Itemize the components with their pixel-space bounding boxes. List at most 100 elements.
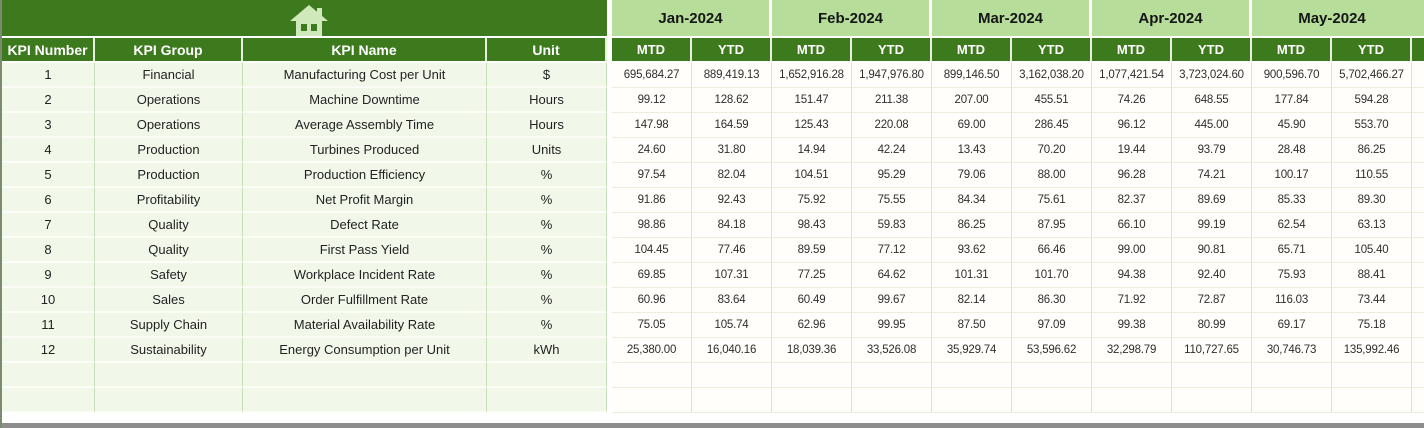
cell-partial[interactable] — [1412, 363, 1424, 388]
cell-unit[interactable] — [487, 388, 607, 413]
cell-may-2024-ytd[interactable] — [1332, 388, 1412, 413]
cell-mar-2024-mtd[interactable]: 93.62 — [932, 238, 1012, 263]
cell-apr-2024-ytd[interactable]: 93.79 — [1172, 138, 1252, 163]
cell-apr-2024-ytd[interactable]: 89.69 — [1172, 188, 1252, 213]
cell-jan-2024-ytd[interactable]: 105.74 — [692, 313, 772, 338]
cell-mar-2024-ytd[interactable]: 66.46 — [1012, 238, 1092, 263]
cell-apr-2024-ytd[interactable]: 74.21 — [1172, 163, 1252, 188]
cell-jan-2024-mtd[interactable]: 25,380.00 — [612, 338, 692, 363]
cell-feb-2024-mtd[interactable] — [772, 388, 852, 413]
cell-kpi-number[interactable]: 7 — [2, 213, 95, 238]
cell-apr-2024-mtd[interactable]: 71.92 — [1092, 288, 1172, 313]
cell-jan-2024-mtd[interactable]: 97.54 — [612, 163, 692, 188]
cell-may-2024-mtd[interactable] — [1252, 363, 1332, 388]
cell-feb-2024-mtd[interactable]: 62.96 — [772, 313, 852, 338]
cell-feb-2024-ytd[interactable]: 99.95 — [852, 313, 932, 338]
cell-partial[interactable] — [1412, 138, 1424, 163]
cell-apr-2024-mtd[interactable]: 96.12 — [1092, 113, 1172, 138]
cell-jan-2024-mtd[interactable]: 75.05 — [612, 313, 692, 338]
cell-partial[interactable] — [1412, 263, 1424, 288]
cell-apr-2024-ytd[interactable]: 92.40 — [1172, 263, 1252, 288]
cell-feb-2024-ytd[interactable] — [852, 388, 932, 413]
cell-kpi-name[interactable]: Order Fulfillment Rate — [243, 288, 487, 313]
cell-kpi-number[interactable]: 6 — [2, 188, 95, 213]
cell-jan-2024-mtd[interactable]: 60.96 — [612, 288, 692, 313]
cell-mar-2024-mtd[interactable]: 207.00 — [932, 88, 1012, 113]
cell-unit[interactable]: Hours — [487, 113, 607, 138]
cell-kpi-name[interactable]: Workplace Incident Rate — [243, 263, 487, 288]
cell-jan-2024-ytd[interactable]: 83.64 — [692, 288, 772, 313]
cell-feb-2024-ytd[interactable]: 77.12 — [852, 238, 932, 263]
cell-may-2024-mtd[interactable]: 100.17 — [1252, 163, 1332, 188]
cell-apr-2024-ytd[interactable]: 99.19 — [1172, 213, 1252, 238]
cell-jan-2024-mtd[interactable] — [612, 363, 692, 388]
cell-feb-2024-mtd[interactable]: 151.47 — [772, 88, 852, 113]
cell-jan-2024-ytd[interactable]: 82.04 — [692, 163, 772, 188]
cell-apr-2024-mtd[interactable] — [1092, 388, 1172, 413]
cell-kpi-group[interactable]: Operations — [95, 113, 243, 138]
cell-feb-2024-mtd[interactable]: 18,039.36 — [772, 338, 852, 363]
cell-unit[interactable]: % — [487, 263, 607, 288]
cell-may-2024-mtd[interactable]: 69.17 — [1252, 313, 1332, 338]
cell-unit[interactable]: Hours — [487, 88, 607, 113]
cell-mar-2024-ytd[interactable]: 53,596.62 — [1012, 338, 1092, 363]
cell-kpi-group[interactable] — [95, 388, 243, 413]
cell-may-2024-ytd[interactable]: 5,702,466.27 — [1332, 63, 1412, 88]
cell-kpi-name[interactable]: Machine Downtime — [243, 88, 487, 113]
cell-apr-2024-mtd[interactable]: 96.28 — [1092, 163, 1172, 188]
cell-feb-2024-mtd[interactable]: 125.43 — [772, 113, 852, 138]
cell-feb-2024-mtd[interactable] — [772, 363, 852, 388]
cell-kpi-number[interactable]: 8 — [2, 238, 95, 263]
cell-may-2024-ytd[interactable]: 86.25 — [1332, 138, 1412, 163]
cell-kpi-group[interactable]: Supply Chain — [95, 313, 243, 338]
cell-mar-2024-mtd[interactable]: 35,929.74 — [932, 338, 1012, 363]
cell-jan-2024-ytd[interactable]: 92.43 — [692, 188, 772, 213]
cell-apr-2024-ytd[interactable] — [1172, 363, 1252, 388]
cell-kpi-group[interactable]: Financial — [95, 63, 243, 88]
cell-jan-2024-ytd[interactable]: 84.18 — [692, 213, 772, 238]
cell-kpi-name[interactable]: First Pass Yield — [243, 238, 487, 263]
cell-may-2024-ytd[interactable]: 75.18 — [1332, 313, 1412, 338]
cell-may-2024-ytd[interactable]: 89.30 — [1332, 188, 1412, 213]
cell-kpi-group[interactable]: Quality — [95, 238, 243, 263]
cell-apr-2024-mtd[interactable]: 1,077,421.54 — [1092, 63, 1172, 88]
cell-feb-2024-ytd[interactable] — [852, 363, 932, 388]
cell-partial[interactable] — [1412, 113, 1424, 138]
cell-mar-2024-ytd[interactable]: 97.09 — [1012, 313, 1092, 338]
cell-mar-2024-ytd[interactable]: 87.95 — [1012, 213, 1092, 238]
cell-mar-2024-ytd[interactable]: 455.51 — [1012, 88, 1092, 113]
cell-mar-2024-ytd[interactable]: 75.61 — [1012, 188, 1092, 213]
cell-mar-2024-mtd[interactable]: 87.50 — [932, 313, 1012, 338]
cell-feb-2024-ytd[interactable]: 33,526.08 — [852, 338, 932, 363]
cell-feb-2024-ytd[interactable]: 64.62 — [852, 263, 932, 288]
cell-jan-2024-mtd[interactable]: 91.86 — [612, 188, 692, 213]
cell-kpi-number[interactable]: 4 — [2, 138, 95, 163]
cell-unit[interactable]: $ — [487, 63, 607, 88]
cell-apr-2024-mtd[interactable]: 99.00 — [1092, 238, 1172, 263]
cell-kpi-number[interactable]: 11 — [2, 313, 95, 338]
cell-feb-2024-ytd[interactable]: 220.08 — [852, 113, 932, 138]
cell-unit[interactable]: % — [487, 188, 607, 213]
cell-kpi-number[interactable]: 5 — [2, 163, 95, 188]
cell-kpi-name[interactable]: Turbines Produced — [243, 138, 487, 163]
cell-jan-2024-ytd[interactable] — [692, 388, 772, 413]
cell-apr-2024-ytd[interactable]: 445.00 — [1172, 113, 1252, 138]
cell-partial[interactable] — [1412, 388, 1424, 413]
cell-apr-2024-mtd[interactable]: 94.38 — [1092, 263, 1172, 288]
cell-partial[interactable] — [1412, 238, 1424, 263]
cell-mar-2024-ytd[interactable]: 88.00 — [1012, 163, 1092, 188]
cell-kpi-number[interactable] — [2, 388, 95, 413]
cell-jan-2024-ytd[interactable]: 128.62 — [692, 88, 772, 113]
cell-apr-2024-mtd[interactable]: 82.37 — [1092, 188, 1172, 213]
cell-kpi-group[interactable]: Production — [95, 138, 243, 163]
cell-feb-2024-ytd[interactable]: 75.55 — [852, 188, 932, 213]
cell-may-2024-ytd[interactable]: 73.44 — [1332, 288, 1412, 313]
cell-apr-2024-ytd[interactable]: 72.87 — [1172, 288, 1252, 313]
cell-jan-2024-ytd[interactable]: 77.46 — [692, 238, 772, 263]
cell-feb-2024-mtd[interactable]: 1,652,916.28 — [772, 63, 852, 88]
cell-apr-2024-mtd[interactable] — [1092, 363, 1172, 388]
cell-apr-2024-mtd[interactable]: 32,298.79 — [1092, 338, 1172, 363]
cell-apr-2024-mtd[interactable]: 19.44 — [1092, 138, 1172, 163]
cell-partial[interactable] — [1412, 163, 1424, 188]
cell-unit[interactable]: % — [487, 163, 607, 188]
